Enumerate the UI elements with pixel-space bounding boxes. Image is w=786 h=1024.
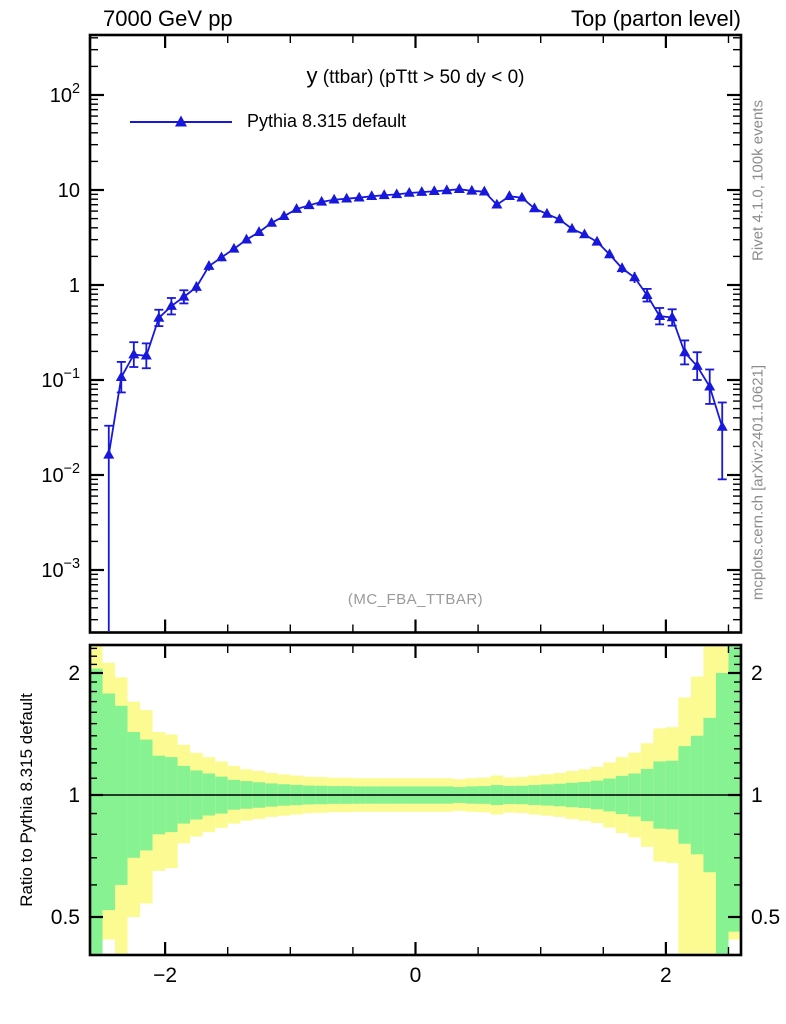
data-marker-triangle <box>240 233 252 244</box>
legend-marker-icon <box>130 115 232 126</box>
data-marker-triangle <box>353 191 365 202</box>
data-marker-triangle <box>140 349 152 360</box>
y-tick-label: 10−1 <box>41 366 80 392</box>
data-marker-triangle <box>591 235 603 246</box>
data-marker-triangle <box>316 195 328 206</box>
data-marker-triangle <box>691 360 703 370</box>
beam-energy-title: 7000 GeV pp <box>103 6 233 31</box>
data-marker-triangle <box>516 191 528 202</box>
mcplots-citation-label: mcplots.cern.ch [arXiv:2401.10621] <box>749 364 767 601</box>
ratio-y-tick-label: 2 <box>751 662 763 685</box>
ratio-band-green <box>102 693 116 911</box>
x-tick-label: 2 <box>660 964 672 987</box>
data-marker-triangle <box>491 198 503 209</box>
data-marker-triangle <box>704 380 716 391</box>
data-marker-triangle <box>378 189 390 200</box>
data-marker-triangle <box>165 300 177 310</box>
ratio-y-tick-label: 1 <box>751 784 763 807</box>
analysis-name-watermark: (MC_FBA_TTBAR) <box>347 591 484 608</box>
data-marker-triangle <box>641 289 653 300</box>
data-marker-triangle <box>328 193 340 204</box>
data-marker-triangle <box>266 216 278 227</box>
data-curve <box>107 188 724 455</box>
data-marker-triangle <box>291 203 303 213</box>
ratio-band-green <box>715 673 729 954</box>
data-marker-triangle <box>503 190 515 201</box>
data-marker-triangle <box>341 192 353 203</box>
data-marker-triangle <box>553 213 565 224</box>
data-marker-triangle <box>654 310 666 320</box>
y-tick-label: 102 <box>50 81 80 107</box>
data-marker-triangle <box>115 371 127 382</box>
data-marker-triangle <box>566 222 578 233</box>
y-tick-label: 10−3 <box>41 556 80 582</box>
data-marker-triangle <box>453 183 465 193</box>
data-marker-triangle <box>303 199 315 210</box>
observable-symbol: y <box>306 63 318 88</box>
data-marker-triangle <box>366 190 378 201</box>
data-marker-triangle <box>478 185 490 196</box>
rivet-version-label: Rivet 4.1.0, 100k events <box>749 100 767 261</box>
data-marker-triangle <box>278 210 290 220</box>
data-marker-triangle <box>190 281 202 291</box>
data-marker-triangle <box>203 260 215 270</box>
data-marker-triangle <box>228 242 240 253</box>
legend: Pythia 8.315 default <box>128 111 406 132</box>
ratio-y-tick-label: 0.5 <box>751 906 780 929</box>
data-marker-triangle <box>466 184 478 195</box>
data-marker-triangle <box>579 228 591 239</box>
ratio-y-tick-label: 1 <box>68 784 80 807</box>
data-marker-triangle <box>215 251 227 262</box>
ratio-y-tick-label: 2 <box>68 662 80 685</box>
process-title: Top (parton level) <box>571 6 741 31</box>
ratio-band-green <box>728 646 741 932</box>
data-marker-triangle <box>153 311 165 322</box>
data-marker-triangle <box>416 186 428 196</box>
data-marker-triangle <box>428 185 440 196</box>
data-marker-triangle <box>679 346 691 357</box>
data-marker-triangle <box>391 188 403 199</box>
data-marker-triangle <box>716 421 728 431</box>
data-marker-triangle <box>616 262 628 273</box>
ratio-y-tick-label: 0.5 <box>51 906 80 929</box>
data-marker-triangle <box>403 186 415 197</box>
data-marker-triangle <box>103 448 115 459</box>
data-marker-triangle <box>541 207 553 218</box>
data-marker-triangle <box>441 184 453 195</box>
data-marker-triangle <box>528 202 540 213</box>
data-marker-triangle <box>253 226 265 236</box>
y-tick-label: 10 <box>58 180 80 202</box>
data-marker-triangle <box>178 290 190 301</box>
x-tick-label: −2 <box>153 964 177 987</box>
data-marker-triangle <box>629 271 641 282</box>
data-marker-triangle <box>666 311 678 322</box>
legend-label: Pythia 8.315 default <box>247 111 407 131</box>
ratio-axis-title: Ratio to Pythia 8.315 default <box>17 693 36 907</box>
x-tick-label: 0 <box>410 964 422 987</box>
data-marker-triangle <box>604 248 616 259</box>
observable-cuts: (ttbar) (pTtt > 50 dy < 0) <box>317 67 525 88</box>
data-marker-triangle <box>128 348 140 359</box>
y-tick-label: 10−2 <box>41 461 80 487</box>
ratio-band-green <box>90 668 103 954</box>
observable-title: y (ttbar) (pTtt > 50 dy < 0) <box>90 63 741 89</box>
y-tick-label: 1 <box>69 275 80 297</box>
